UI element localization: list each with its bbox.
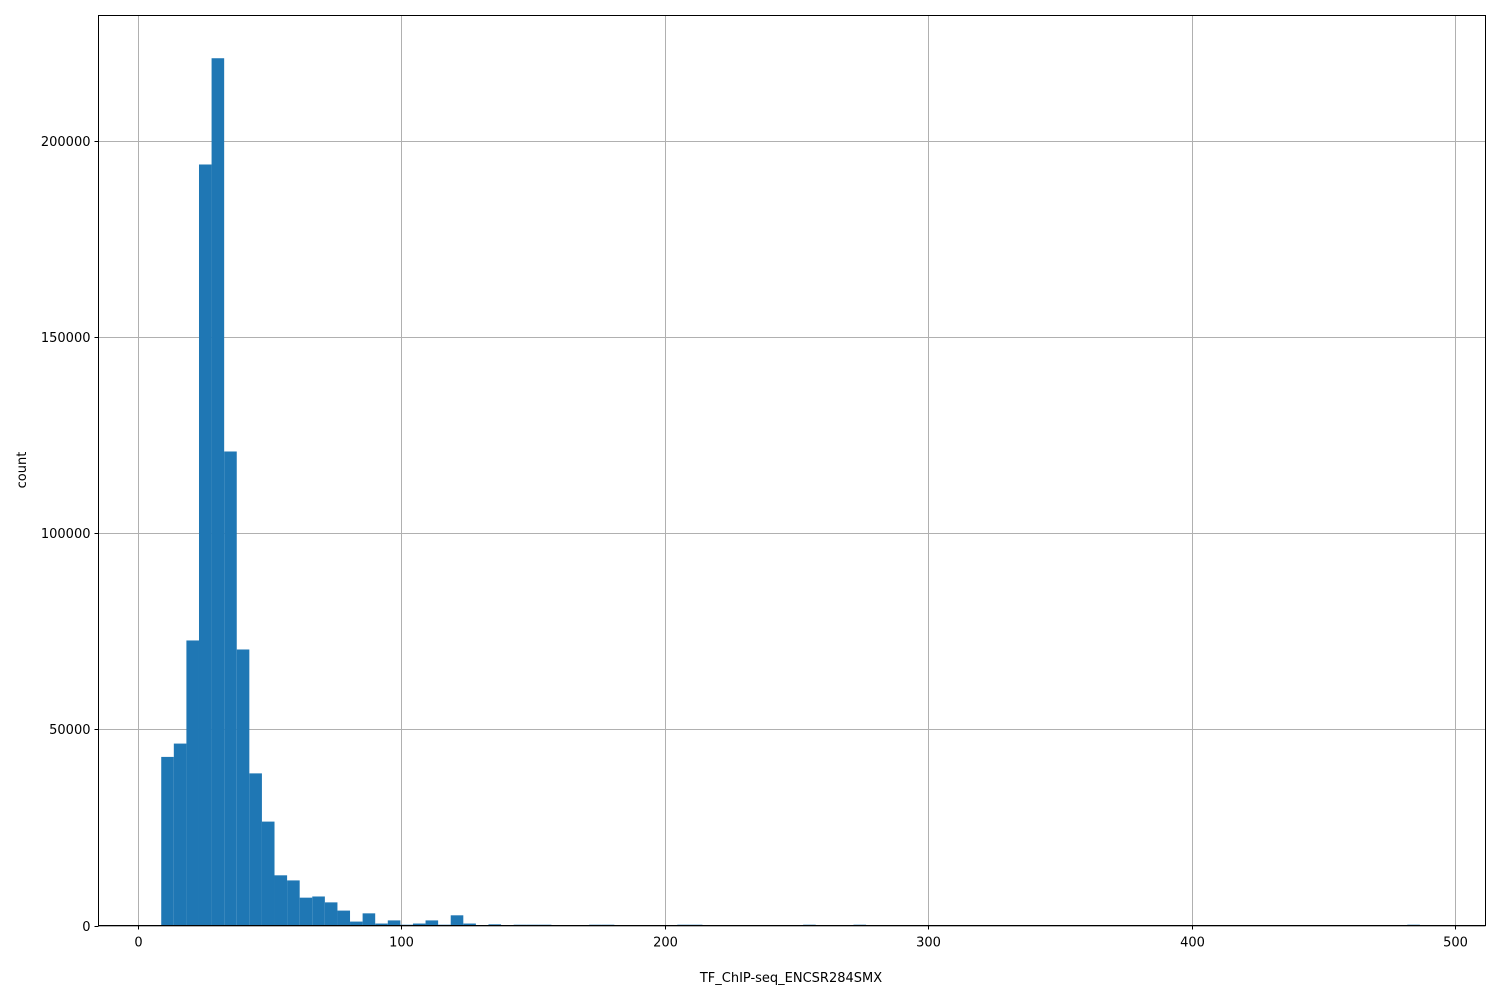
histogram-bar [274, 875, 288, 926]
histogram-bar [350, 921, 363, 926]
histogram-bar [312, 896, 325, 926]
histogram-bar [488, 924, 502, 926]
ticks: 0 100 200 300 400 500 0 50000 100000 150000 200000 [41, 135, 1468, 951]
y-tick-label: 50000 [49, 723, 90, 738]
histogram-bar [362, 913, 376, 926]
y-tick-label: 150000 [41, 331, 91, 346]
histogram-bar [337, 910, 351, 926]
y-tick-label: 200000 [41, 135, 91, 150]
histogram-bar [412, 923, 426, 926]
x-tick-label: 0 [134, 936, 142, 951]
histogram-bar [198, 164, 212, 926]
x-axis-label: TF_ChIP-seq_ENCSR284SMX [699, 971, 882, 986]
histogram-bar [375, 923, 388, 926]
histogram-bar [173, 743, 187, 926]
histogram-bar [261, 821, 275, 926]
histogram-bar [425, 920, 439, 926]
histogram-bar [211, 58, 225, 926]
histogram-bar [224, 451, 237, 926]
grid [98, 15, 1486, 927]
bars [161, 58, 1420, 926]
histogram-bar [450, 915, 464, 926]
histogram-bar [463, 923, 476, 926]
histogram-bar [387, 920, 401, 926]
y-tick-label: 0 [82, 920, 90, 935]
x-tick-label: 300 [916, 936, 941, 951]
x-tick-label: 100 [389, 936, 414, 951]
histogram-bar [186, 640, 199, 926]
histogram-bar [236, 649, 250, 926]
histogram-bar [324, 902, 338, 926]
histogram-bar [161, 756, 174, 926]
plot-frame [98, 15, 1486, 926]
x-tick-label: 200 [653, 936, 678, 951]
histogram-bar [249, 773, 262, 926]
x-tick-label: 500 [1443, 936, 1468, 951]
x-tick-label: 400 [1180, 936, 1205, 951]
histogram-bar [287, 880, 300, 926]
y-axis-label: count [15, 452, 30, 489]
histogram-bar [299, 897, 313, 926]
y-tick-label: 100000 [41, 527, 91, 542]
